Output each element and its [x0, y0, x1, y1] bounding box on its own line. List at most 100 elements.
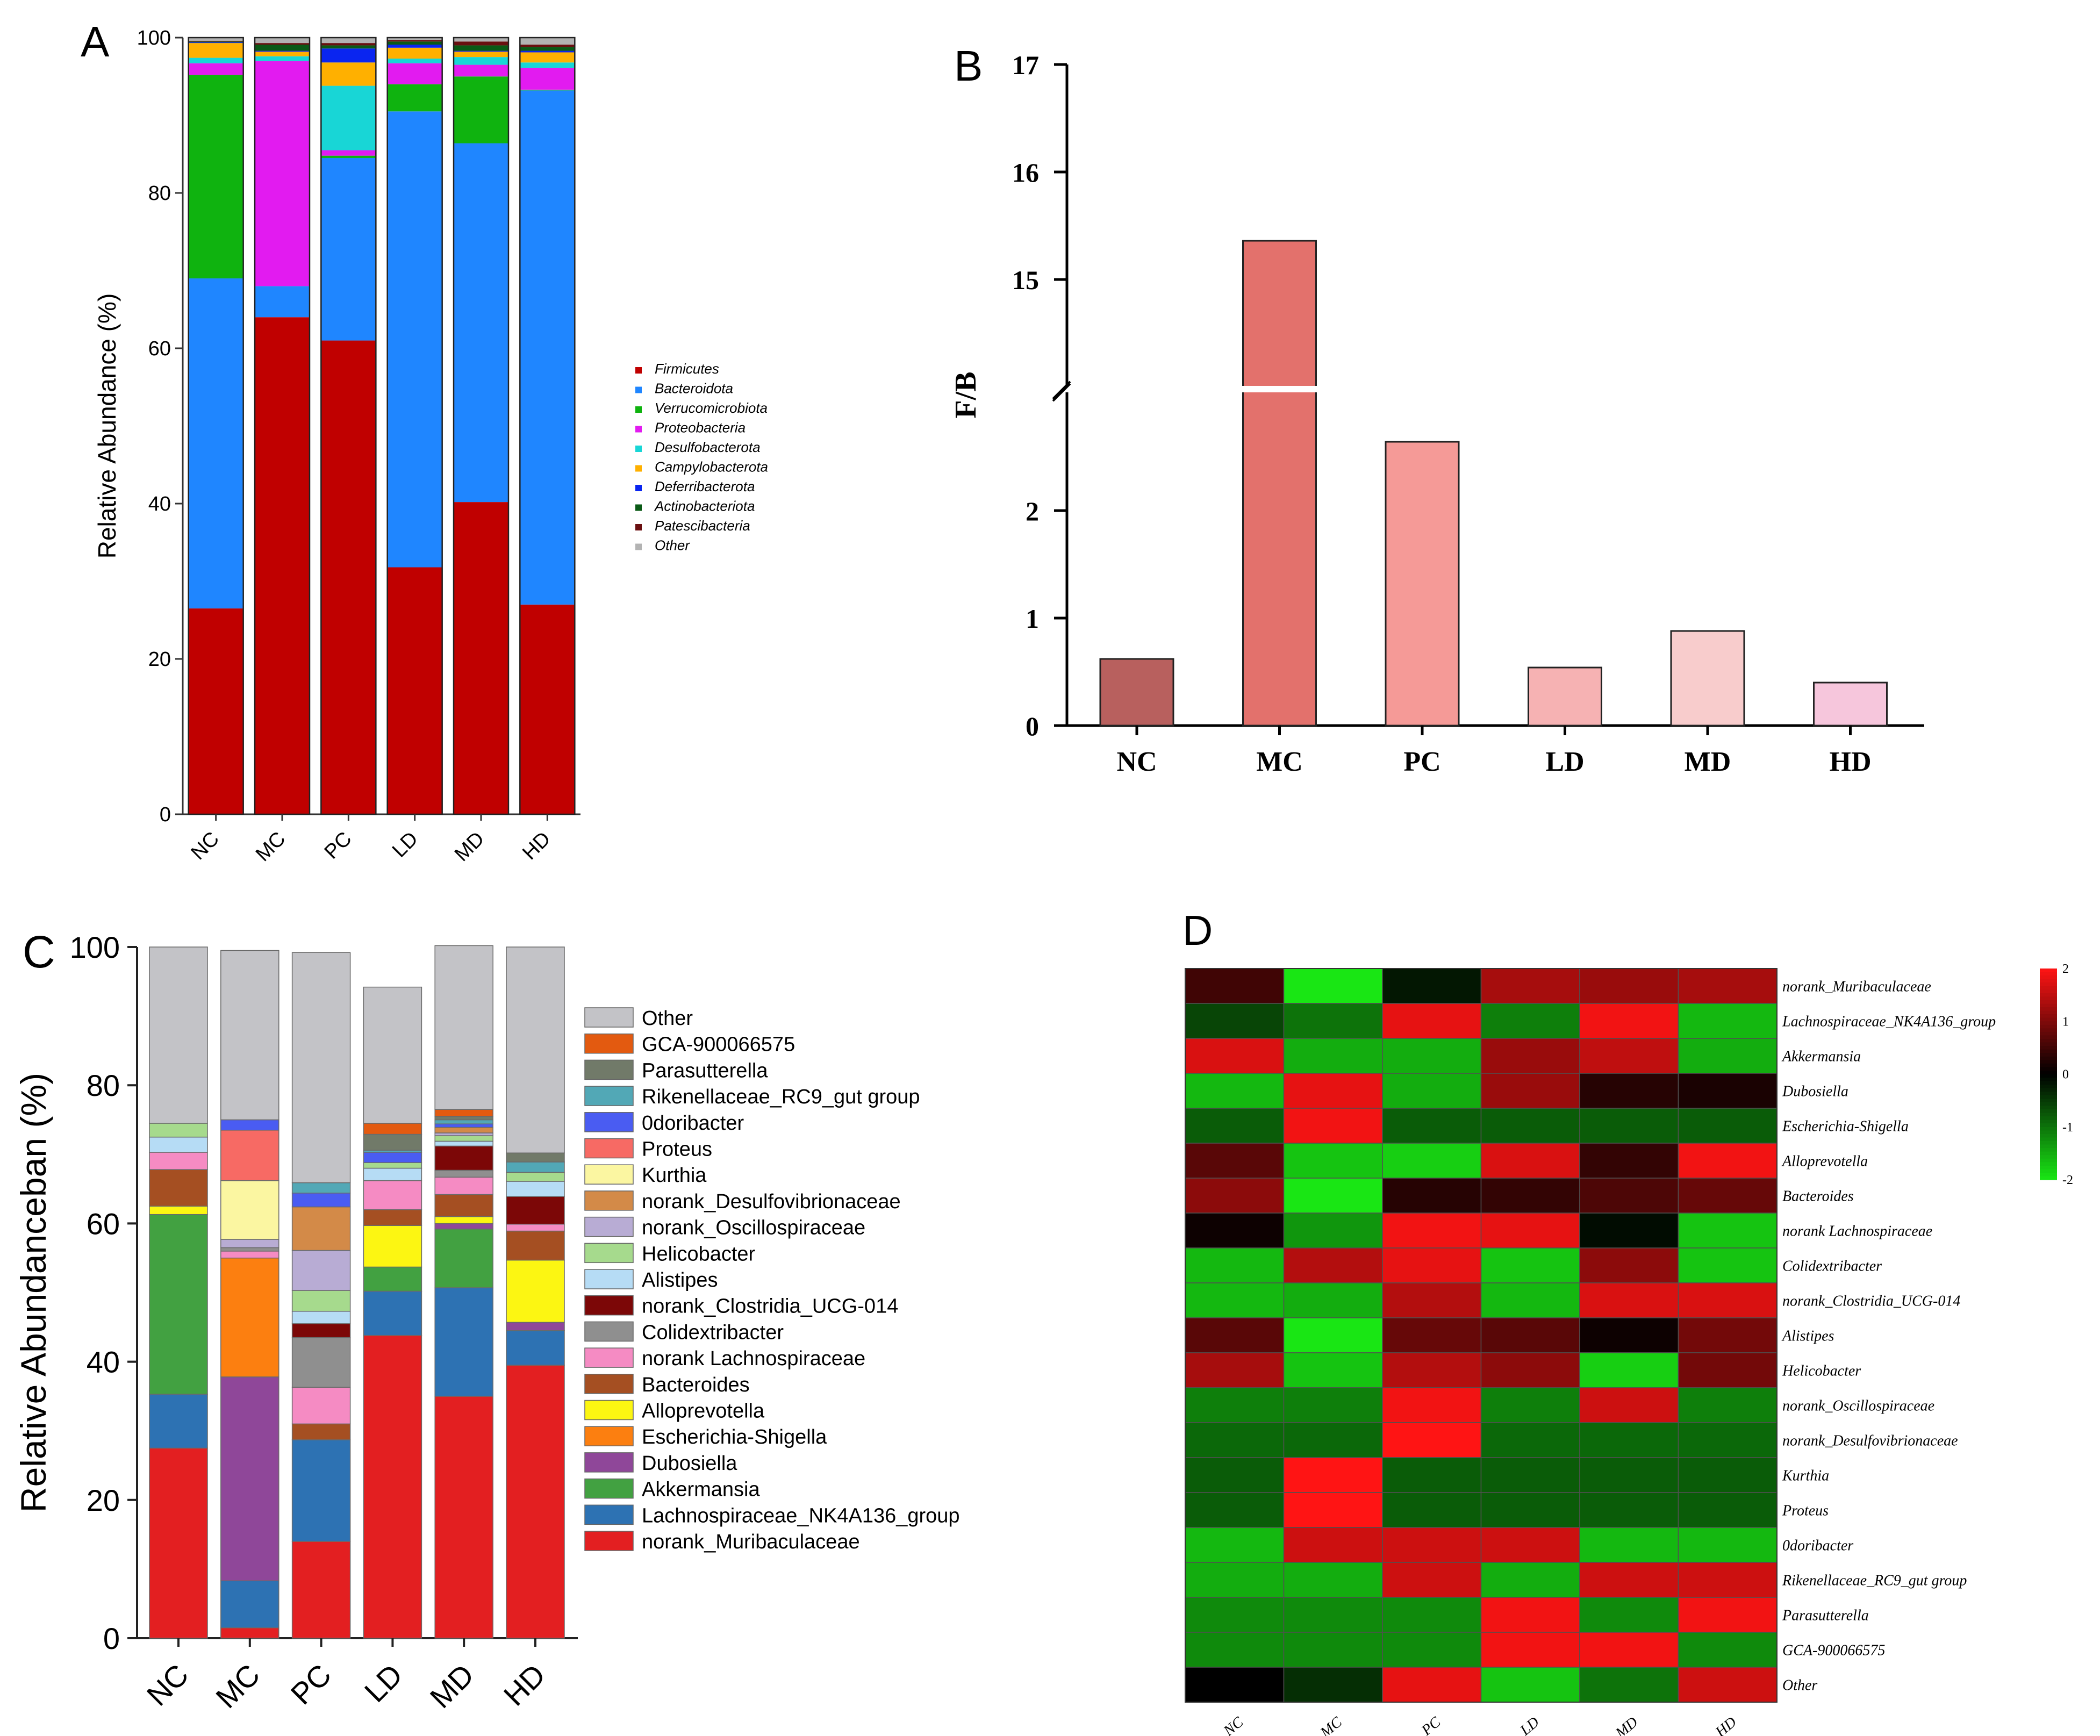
panel-d-cell-other-nc — [1185, 1667, 1285, 1703]
panel-a-legend-swatch-patescibacteria — [635, 524, 642, 530]
panel-a-legend-swatch-desulfobacterota — [635, 446, 642, 452]
panel-a-legend-swatch-other — [635, 543, 642, 550]
panel-a-x-tick-label: MD — [450, 828, 489, 866]
panel-d-cell-norank-lachnospiraceae-hd — [1678, 1213, 1778, 1249]
panel-c-legend-label: Alistipes — [642, 1269, 718, 1292]
panel-a-bar-pc-other — [321, 38, 376, 44]
panel-c-bar-pc-helicobacter — [291, 1290, 351, 1312]
panel-d-row-label: Rikenellaceae_RC9_gut group — [1782, 1573, 1967, 1589]
panel-b-x-tick-label: LD — [1545, 747, 1584, 777]
panel-d-cell-norank-oscillospiraceae-ld — [1480, 1387, 1580, 1423]
panel-c-bar-md-norank-desulfovibrionaceae — [434, 1127, 493, 1134]
panel-d-cell-bacteroides-mc — [1283, 1178, 1383, 1214]
panel-d-row-label: Bacteroides — [1782, 1188, 1854, 1205]
panel-a-legend-label: Patescibacteria — [655, 518, 750, 534]
panel-c: C 0 20 40 60 80 100 Relative Abundanceban (%) NC… — [13, 927, 960, 1715]
panel-d-cell-parasutterella-md — [1579, 1597, 1679, 1633]
panel-d-cell-0doribacter-ld — [1480, 1527, 1580, 1563]
panel-c-legend-label: Other — [642, 1007, 693, 1030]
panel-a-bar-nc-desulfobacterota — [188, 58, 243, 63]
panel-d-cell-alloprevotella-md — [1579, 1143, 1679, 1179]
panel-d-colorbar-segment — [2040, 1039, 2057, 1043]
panel-c-bar-md-norank-muribaculaceae — [434, 1396, 493, 1639]
panel-d-cell-0doribacter-mc — [1283, 1527, 1383, 1563]
panel-c-bar-mc-norank-oscillospiraceae — [220, 1239, 279, 1249]
panel-d-cell-proteus-mc — [1283, 1492, 1383, 1528]
panel-d-colorbar-segment — [2040, 1035, 2057, 1039]
panel-c-legend-label: 0doribacter — [642, 1112, 744, 1135]
panel-c-legend-swatch-norank-desulfovibrionaceae — [584, 1190, 634, 1211]
panel-c-bar-ld-parasutterella — [363, 1134, 422, 1151]
panel-a-bar-hd-other — [520, 38, 575, 45]
panel-c-legend-label: Colidextribacter — [642, 1321, 784, 1344]
panel-c-legend-label: norank_Oscillospiraceae — [642, 1217, 865, 1239]
panel-c-bar-pc-bacteroides — [291, 1423, 351, 1440]
panel-a-bar-md-desulfobacterota — [454, 57, 508, 65]
panel-d-column-label: HD — [1712, 1714, 1740, 1736]
panel-d-cell-norank-oscillospiraceae-pc — [1382, 1387, 1482, 1423]
panel-d-row-label: Helicobacter — [1782, 1363, 1861, 1380]
panel-c-bar-md-colidextribacter — [434, 1170, 493, 1178]
panel-d-colorbar-segment — [2040, 1078, 2057, 1082]
panel-b-x-tick-label: HD — [1830, 747, 1872, 777]
panel-d-cell-kurthia-ld — [1480, 1457, 1580, 1493]
panel-d-cell-other-mc — [1283, 1667, 1383, 1703]
panel-d-cell-kurthia-nc — [1185, 1457, 1285, 1493]
panel-c-legend-swatch-helicobacter — [584, 1243, 634, 1264]
panel-c-bar-md-parasutterella — [434, 1116, 493, 1121]
panel-c-bar-pc-norank-clostridia-ucg-014 — [291, 1323, 351, 1338]
panel-a-legend-label: Bacteroidota — [655, 381, 733, 397]
panel-d-colorbar-tick-label: 0 — [2062, 1068, 2069, 1082]
panel-d-cell-norank-clostridia-ucg-014-pc — [1382, 1282, 1482, 1318]
panel-d-cell-helicobacter-hd — [1678, 1352, 1778, 1388]
panel-d-cell-lachnospiraceae-nk4a136-group-ld — [1480, 1003, 1580, 1039]
panel-c-bar-hd-other — [506, 946, 565, 1153]
panel-d-cell-kurthia-md — [1579, 1457, 1679, 1493]
panel-a-bar-ld-other — [387, 38, 442, 40]
panel-a-bar-pc-campylobacterota — [321, 62, 376, 86]
panel-c-legend-swatch-colidextribacter — [584, 1321, 634, 1342]
panel-d-cell-proteus-ld — [1480, 1492, 1580, 1528]
panel-a-bar-pc-verrucomicrobiota — [321, 155, 376, 158]
panel-d-colorbar-segment — [2040, 1123, 2057, 1128]
panel-c-bar-mc-kurthia — [220, 1180, 279, 1240]
panel-c-bar-ld-norank-muribaculaceae — [363, 1335, 422, 1639]
panel-d-cell-colidextribacter-hd — [1678, 1247, 1778, 1283]
panel-d-colorbar-segment — [2040, 1095, 2057, 1099]
panel-c-bar-nc-akkermansia — [149, 1214, 208, 1395]
panel-b-y-label: F/B — [949, 371, 983, 418]
panel-d-cell-helicobacter-nc — [1185, 1352, 1285, 1388]
panel-c-legend-swatch-bacteroides — [584, 1374, 634, 1394]
panel-c-bar-mc-norank-muribaculaceae — [220, 1627, 279, 1639]
panel-d-cell-parasutterella-pc — [1382, 1597, 1482, 1633]
panel-a-legend-swatch-proteobacteria — [635, 426, 642, 433]
panel-a-bar-ld-proteobacteria — [387, 63, 442, 84]
panel-a-bar-ld-verrucomicrobiota — [387, 84, 442, 112]
panel-b: B 0 1 2 15 16 17 F/B NC MC PC LD MD HD — [949, 42, 1924, 777]
panel-a-bar-mc-campylobacterota — [255, 52, 310, 56]
panel-d-colorbar-segment — [2040, 1056, 2057, 1060]
panel-d-cell-colidextribacter-pc — [1382, 1247, 1482, 1283]
panel-c-bar-md-norank-oscillospiraceae — [434, 1132, 493, 1136]
panel-c-bar-hd-dubosiella — [506, 1322, 565, 1331]
panel-c-bar-mc-0doribacter — [220, 1119, 279, 1131]
panel-d-colorbar-tick-label: 2 — [2062, 962, 2069, 976]
panel-d-cell-norank-desulfovibrionaceae-nc — [1185, 1422, 1285, 1458]
panel-a-bar-mc-actinobacteriota — [255, 45, 310, 51]
panel-d-cell-escherichia-shigella-hd — [1678, 1108, 1778, 1144]
panel-b-bar-nc — [1099, 658, 1174, 727]
panel-c-bar-hd-lachnospiraceae-nk4a136-group — [506, 1330, 565, 1366]
panel-d-row-label: Escherichia-Shigella — [1782, 1118, 1909, 1135]
panel-d-row-label: Other — [1782, 1677, 1817, 1694]
panel-d-cell-alloprevotella-pc — [1382, 1143, 1482, 1179]
panel-d-cell-norank-muribaculaceae-pc — [1382, 968, 1482, 1004]
panel-c-bar-md-alistipes — [434, 1140, 493, 1147]
panel-d-colorbar-segment — [2040, 996, 2057, 1001]
panel-b-x-tick-label: MC — [1256, 747, 1303, 777]
panel-d-colorbar-segment — [2040, 1113, 2057, 1117]
panel-d-cell-gca-900066575-pc — [1382, 1632, 1482, 1668]
panel-d-cell-0doribacter-nc — [1185, 1527, 1285, 1563]
panel-d-colorbar-segment — [2040, 1063, 2057, 1067]
panel-a-bar-nc-verrucomicrobiota — [188, 75, 243, 278]
